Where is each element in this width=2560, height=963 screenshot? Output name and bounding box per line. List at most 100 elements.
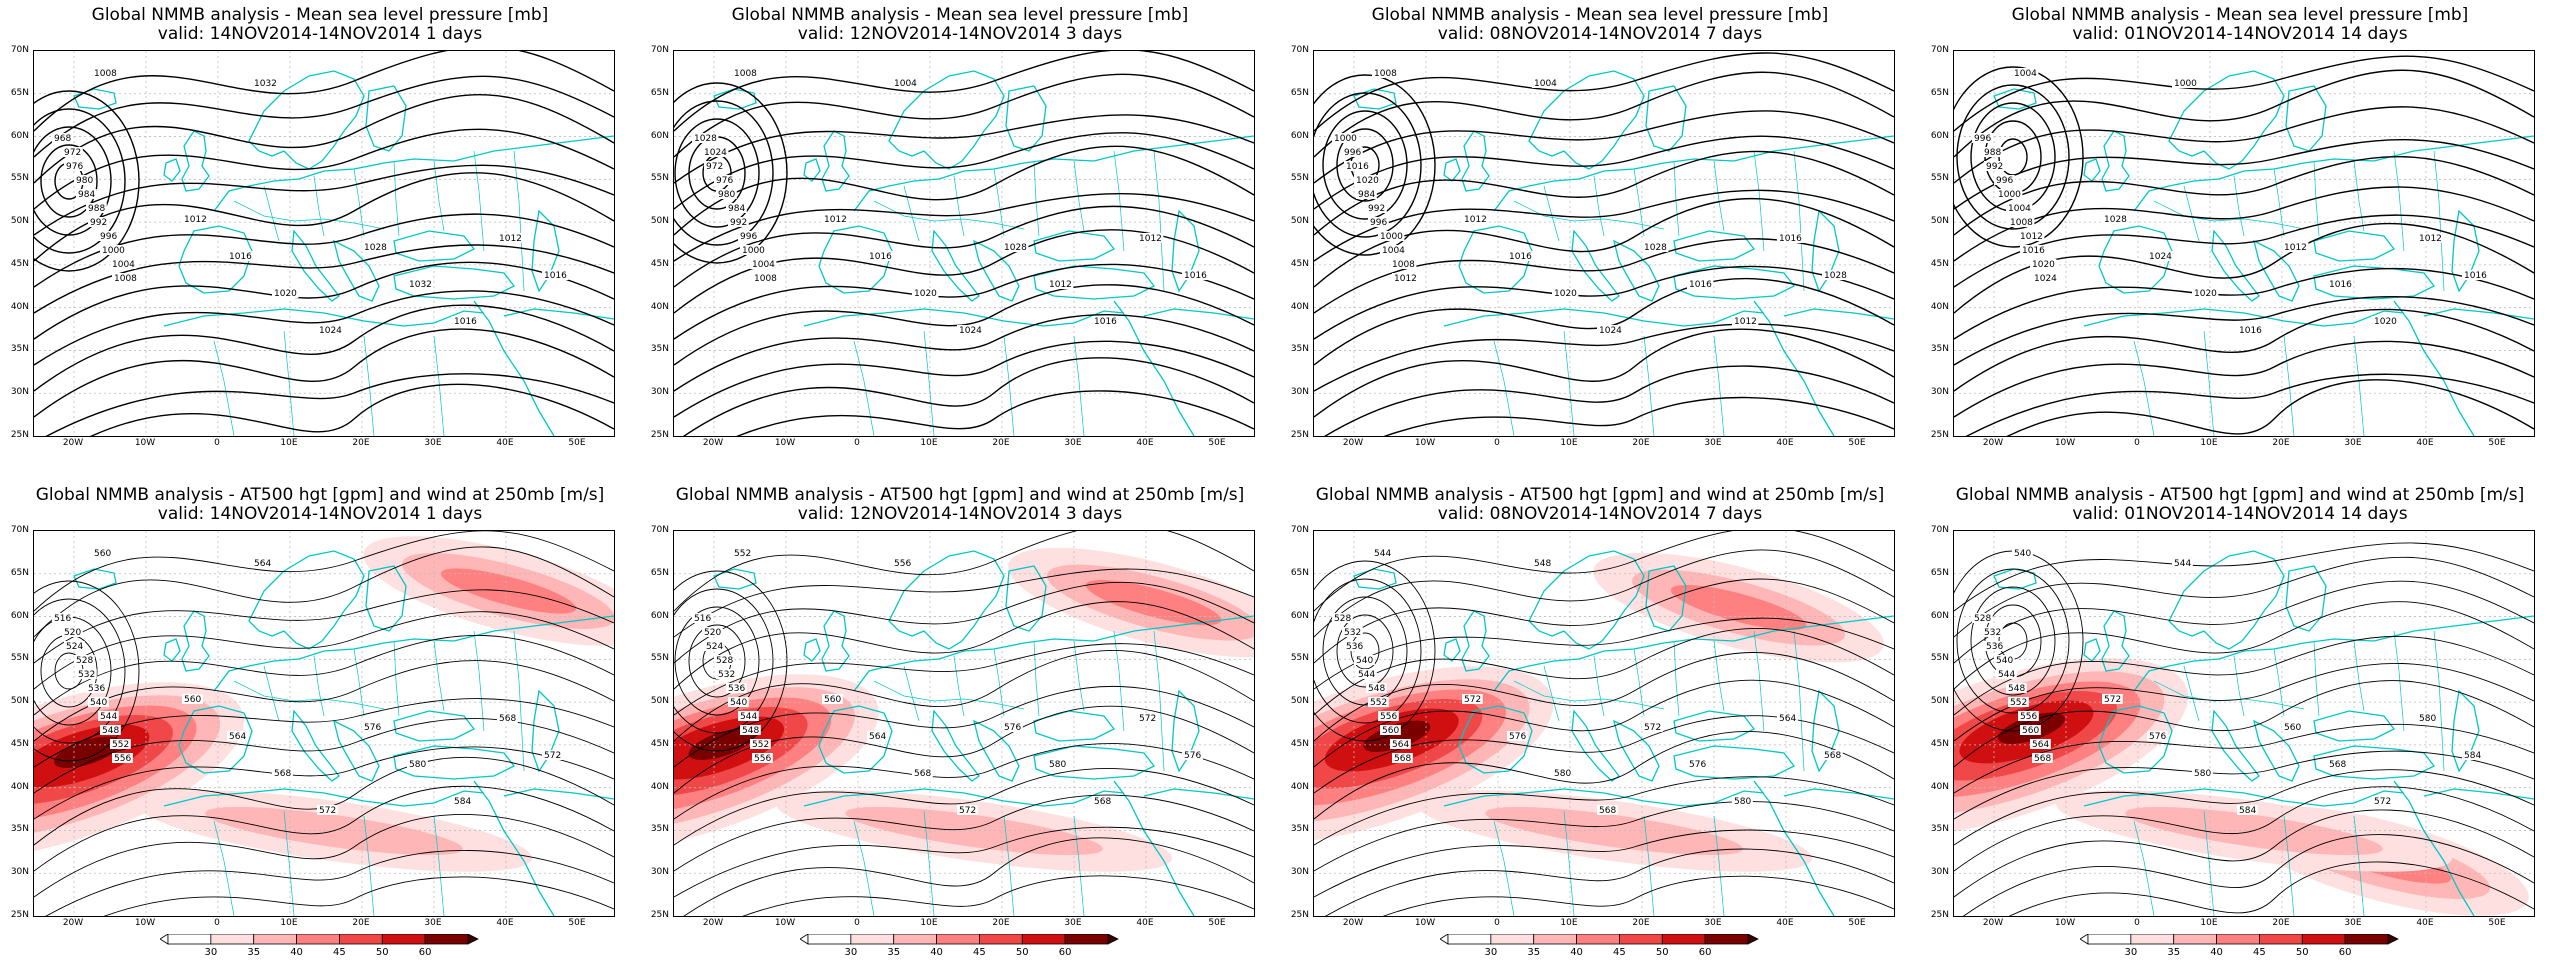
isoline-label: 988: [88, 204, 105, 214]
wind-speed-colorbar: 30 35 40 45 50 60: [799, 933, 1130, 963]
latitude-label: 35N: [650, 824, 669, 835]
isoline-label: 972: [706, 162, 723, 172]
colorbar-tick-label: 35: [887, 947, 901, 958]
jet-stream-shading: [674, 547, 1254, 872]
isoline: [742, 875, 1254, 916]
isoline-label: 1004: [752, 260, 775, 270]
longitude-label: 40E: [1776, 918, 1794, 928]
longitude-label: 20W: [1342, 918, 1364, 928]
pressure-map[interactable]: 1008 1032 968 972 976 980 984 988 992 996 1000 1004…: [33, 50, 615, 437]
isoline: [34, 660, 614, 742]
latitude-label: 55N: [1290, 653, 1309, 664]
isoline-label: 1012: [824, 215, 847, 225]
longitude-label: 10E: [1560, 918, 1578, 928]
isoline-label: 536: [88, 684, 105, 694]
longitude-label: 20E: [2272, 438, 2290, 448]
latitude-label: 65N: [1290, 567, 1309, 578]
isoline: [1314, 52, 1894, 132]
geopotential-wind-map[interactable]: 540 544 528 532 536 540 544 548 552 556 560 564 568 5…: [1953, 530, 2535, 917]
panel-valid-date: valid: 01NOV2014-14NOV2014 14 days: [2072, 504, 2408, 524]
isoline: [1954, 723, 2534, 794]
longitude-label: 20E: [2272, 918, 2290, 928]
pressure-map[interactable]: 1008 1004 1028 1024 972 976 980 984 992 996 1000 10…: [673, 50, 1255, 437]
longitude-label: 10E: [2200, 438, 2218, 448]
isoline: [34, 164, 614, 236]
isoline: [34, 51, 614, 132]
isoline-label: 560: [2022, 726, 2039, 736]
wind-speed-band: [53, 736, 121, 768]
longitude-label: 20E: [1632, 918, 1650, 928]
isoline-label: 552: [112, 740, 129, 750]
isoline: [1314, 135, 1894, 210]
lat-lon-grid: [34, 531, 614, 916]
isoline-label: 568: [274, 769, 291, 779]
isoline: [1314, 531, 1894, 612]
isoline: [34, 290, 614, 366]
longitude-label: 30E: [2344, 438, 2362, 448]
isoline: [674, 568, 1254, 638]
isoline-label: 572: [959, 806, 976, 816]
isoline: [34, 304, 614, 392]
isolines: [1314, 52, 1894, 436]
isoline-label: 528: [76, 656, 93, 666]
isoline-label: 984: [1358, 190, 1375, 200]
isoline-label: 1004: [112, 260, 135, 270]
isoline-label: 544: [740, 712, 757, 722]
isoline: [1314, 92, 1422, 238]
isoline-label: 544: [1358, 670, 1375, 680]
isoline: [1963, 834, 2534, 916]
isoline: [1314, 74, 1436, 256]
geopotential-wind-map[interactable]: 544 548 528 532 536 540 544 548 552 556 560 564 568 5…: [1313, 530, 1895, 917]
isoline: [674, 145, 1254, 236]
latitude-label: 40N: [650, 301, 669, 312]
longitude-label: 40E: [2416, 918, 2434, 928]
latitude-label: 25N: [1290, 430, 1309, 440]
isoline-label: 528: [1334, 614, 1351, 624]
map-panel: Global NMMB analysis - Mean sea level pr…: [1280, 0, 1920, 480]
latitude-label: 25N: [1930, 910, 1949, 920]
longitude-label: 20W: [702, 918, 724, 928]
pressure-map[interactable]: 1004 1000 996 988 992 996 1000 1004 1008 1012 1016…: [1953, 50, 2535, 437]
geopotential-wind-map[interactable]: 560 564 516 520 524 528 532 536 540 544 548 552 556 5…: [33, 530, 615, 917]
map-panel: Global NMMB analysis - AT500 hgt [gpm] a…: [640, 480, 1280, 960]
isoline-label: 992: [90, 218, 107, 228]
isoline-label: 992: [1368, 204, 1385, 214]
isoline-label: 1016: [1779, 234, 1802, 244]
colorbar-swatch: [296, 933, 340, 945]
colorbar-swatch: [2259, 933, 2303, 945]
isoline: [34, 598, 126, 744]
latitude-label: 65N: [1290, 87, 1309, 98]
longitude-label: 40E: [2416, 438, 2434, 448]
isoline-label: 1016: [1346, 162, 1369, 172]
isoline-label: 1020: [2194, 289, 2217, 299]
isoline-label: 1008: [1374, 69, 1397, 79]
isoline-label: 564: [254, 559, 271, 569]
isoline-label: 532: [1344, 628, 1361, 638]
isoline-label: 580: [1734, 797, 1751, 807]
latitude-label: 60N: [1290, 130, 1309, 141]
panel-valid-date: valid: 14NOV2014-14NOV2014 1 days: [157, 504, 483, 524]
latitude-label: 25N: [10, 430, 29, 440]
isoline-label: 556: [2020, 712, 2037, 722]
isoline-label: 556: [894, 559, 911, 569]
latitude-label: 40N: [650, 781, 669, 792]
colorbar-swatch: [893, 933, 937, 945]
geopotential-wind-map[interactable]: 552 556 516 520 524 528 532 536 540 544 548 552 556 5…: [673, 530, 1255, 917]
isoline-label: 520: [704, 628, 721, 638]
latitude-label: 60N: [10, 130, 29, 141]
isoline: [1956, 568, 2070, 714]
longitude-label: 40E: [496, 918, 514, 928]
latitude-label: 30N: [10, 387, 29, 398]
isoline: [1954, 55, 2534, 132]
isoline: [1324, 365, 1894, 436]
colorbar-tick-label: 35: [247, 947, 261, 958]
isoline: [34, 261, 614, 340]
panel-title: Global NMMB analysis - AT500 hgt [gpm] a…: [675, 485, 1245, 505]
isoline: [34, 785, 614, 872]
pressure-map[interactable]: 1008 1004 1000 996 1016 1020 984 992 996 1000 1004…: [1313, 50, 1895, 437]
isoline-label: 1024: [1599, 326, 1622, 336]
isoline: [1956, 84, 2070, 230]
isoline-label: 1012: [1049, 280, 1072, 290]
longitude-label: 50E: [2488, 438, 2506, 448]
isoline-label: 552: [1370, 698, 1387, 708]
